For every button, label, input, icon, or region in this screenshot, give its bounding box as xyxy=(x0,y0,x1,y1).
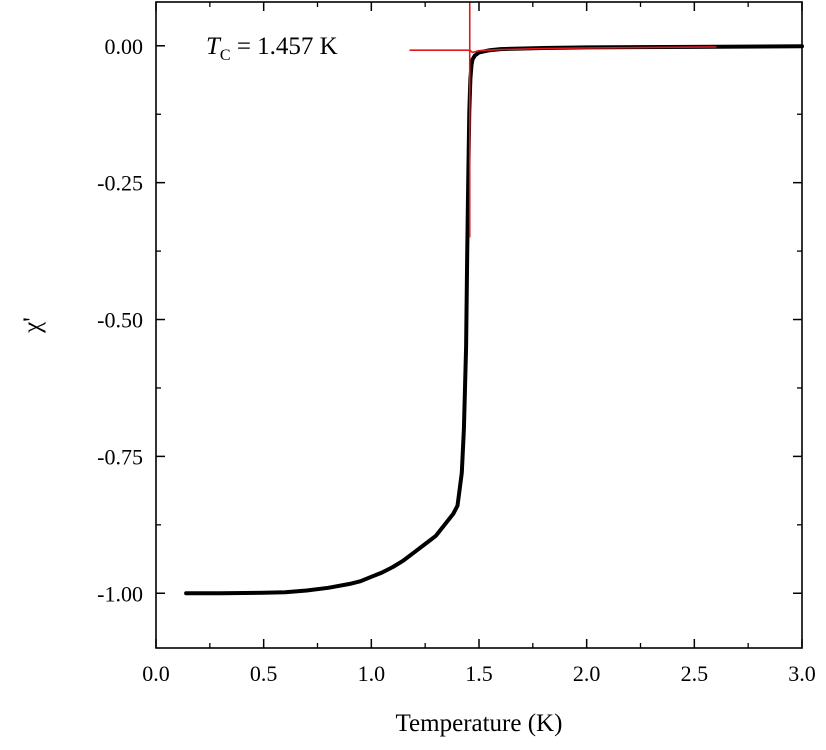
tc-value: = 1.457 K xyxy=(231,33,338,60)
tc-subscript: C xyxy=(220,47,231,64)
tc-symbol: T xyxy=(206,33,222,60)
tc-annotation: TC = 1.457 K xyxy=(206,33,338,64)
series-line-chi xyxy=(184,44,804,596)
x-tick-label: 1.0 xyxy=(358,661,386,686)
y-tick-label: -1.00 xyxy=(97,581,143,606)
x-tick-label: 0.5 xyxy=(250,661,278,686)
y-tick-label: -0.75 xyxy=(97,444,143,469)
plot-frame xyxy=(155,1,803,649)
y-axis-title: χ' xyxy=(19,317,46,334)
plot-area xyxy=(184,2,804,596)
x-axis-title: Temperature (K) xyxy=(396,710,563,737)
x-tick-label: 1.5 xyxy=(465,661,493,686)
y-tick-label: -0.25 xyxy=(97,171,143,196)
x-tick-label: 2.5 xyxy=(681,661,709,686)
x-tick-label: 2.0 xyxy=(573,661,601,686)
y-tick-label: 0.00 xyxy=(105,34,144,59)
x-tick-label: 0.0 xyxy=(142,661,170,686)
y-tick-label: -0.50 xyxy=(97,308,143,333)
series-line-fit xyxy=(409,46,717,54)
x-tick-label: 3.0 xyxy=(788,661,816,686)
axes: 0.0 0.5 1.0 1.5 2.0 2.5 3.0 0.00 -0.25 -0.50 -0.75… xyxy=(97,1,816,686)
